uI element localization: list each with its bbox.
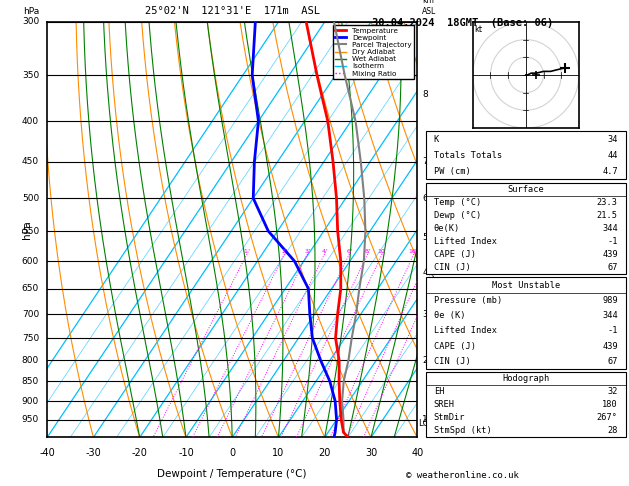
Text: CAPE (J): CAPE (J) xyxy=(434,250,476,259)
Text: Most Unstable: Most Unstable xyxy=(492,280,560,290)
Text: hPa: hPa xyxy=(23,7,39,16)
Text: CAPE (J): CAPE (J) xyxy=(434,342,476,351)
Text: EH: EH xyxy=(434,387,444,396)
Text: 4: 4 xyxy=(422,268,428,277)
Text: 44: 44 xyxy=(608,151,618,160)
Text: 450: 450 xyxy=(22,157,39,166)
Legend: Temperature, Dewpoint, Parcel Trajectory, Dry Adiabat, Wet Adiabat, Isotherm, Mi: Temperature, Dewpoint, Parcel Trajectory… xyxy=(333,25,414,79)
Text: StmDir: StmDir xyxy=(434,414,465,422)
Text: 344: 344 xyxy=(602,224,618,233)
Text: Temp (°C): Temp (°C) xyxy=(434,198,481,207)
Text: 5: 5 xyxy=(422,233,428,242)
Text: 6: 6 xyxy=(422,194,428,203)
Text: 550: 550 xyxy=(22,226,39,236)
FancyBboxPatch shape xyxy=(426,278,626,369)
Text: 6: 6 xyxy=(346,249,350,254)
Text: 40: 40 xyxy=(411,448,423,458)
Text: 8: 8 xyxy=(364,249,369,254)
Text: kt: kt xyxy=(474,25,482,35)
Text: 4: 4 xyxy=(321,249,325,254)
FancyBboxPatch shape xyxy=(426,372,626,437)
Text: 25°02'N  121°31'E  171m  ASL: 25°02'N 121°31'E 171m ASL xyxy=(145,6,320,16)
Text: 3: 3 xyxy=(304,249,308,254)
Text: 16: 16 xyxy=(409,249,416,254)
Text: 21.5: 21.5 xyxy=(597,211,618,220)
Text: 30.04.2024  18GMT  (Base: 06): 30.04.2024 18GMT (Base: 06) xyxy=(372,18,553,29)
Text: Lifted Index: Lifted Index xyxy=(434,237,497,246)
Text: Totals Totals: Totals Totals xyxy=(434,151,502,160)
Text: 950: 950 xyxy=(22,415,39,424)
Text: Dewpoint / Temperature (°C): Dewpoint / Temperature (°C) xyxy=(157,469,307,479)
Text: Pressure (mb): Pressure (mb) xyxy=(434,296,502,305)
Text: 350: 350 xyxy=(22,70,39,80)
Text: CIN (J): CIN (J) xyxy=(434,263,470,272)
Text: K: K xyxy=(434,135,439,144)
Text: SREH: SREH xyxy=(434,400,455,409)
Text: Surface: Surface xyxy=(508,185,544,193)
Text: km
ASL: km ASL xyxy=(422,0,437,16)
Text: 439: 439 xyxy=(602,250,618,259)
Text: 67: 67 xyxy=(608,263,618,272)
Text: StmSpd (kt): StmSpd (kt) xyxy=(434,426,491,435)
Text: 4.7: 4.7 xyxy=(602,167,618,176)
Text: 180: 180 xyxy=(602,400,618,409)
Text: 1: 1 xyxy=(422,415,428,424)
Text: -20: -20 xyxy=(131,448,148,458)
Text: θe(K): θe(K) xyxy=(434,224,460,233)
Text: -40: -40 xyxy=(39,448,55,458)
Text: 300: 300 xyxy=(22,17,39,26)
FancyBboxPatch shape xyxy=(426,131,626,179)
Text: 3: 3 xyxy=(422,310,428,319)
Text: CIN (J): CIN (J) xyxy=(434,357,470,366)
Text: hPa: hPa xyxy=(22,220,32,239)
Text: 439: 439 xyxy=(602,342,618,351)
FancyBboxPatch shape xyxy=(426,183,626,274)
Text: 800: 800 xyxy=(22,356,39,365)
Text: 850: 850 xyxy=(22,377,39,386)
Text: -30: -30 xyxy=(86,448,101,458)
Text: 1: 1 xyxy=(244,249,248,254)
Text: 267°: 267° xyxy=(597,414,618,422)
Text: 8: 8 xyxy=(422,90,428,99)
Text: 30: 30 xyxy=(365,448,377,458)
Text: Mixing Ratio (g/kg): Mixing Ratio (g/kg) xyxy=(428,235,437,308)
Text: 400: 400 xyxy=(22,117,39,126)
Text: 34: 34 xyxy=(608,135,618,144)
Text: Hodograph: Hodograph xyxy=(502,374,550,383)
Text: 700: 700 xyxy=(22,310,39,319)
Text: 2: 2 xyxy=(422,356,428,365)
Text: 989: 989 xyxy=(602,296,618,305)
Text: Dewp (°C): Dewp (°C) xyxy=(434,211,481,220)
Text: 750: 750 xyxy=(22,333,39,343)
Text: -1: -1 xyxy=(608,237,618,246)
Text: 67: 67 xyxy=(608,357,618,366)
Text: Lifted Index: Lifted Index xyxy=(434,327,497,335)
Text: -1: -1 xyxy=(608,327,618,335)
Text: θe (K): θe (K) xyxy=(434,311,465,320)
Text: LCL: LCL xyxy=(418,419,433,428)
Text: 10: 10 xyxy=(272,448,284,458)
Text: 650: 650 xyxy=(22,284,39,293)
Text: 500: 500 xyxy=(22,194,39,203)
Text: 23.3: 23.3 xyxy=(597,198,618,207)
Text: 10: 10 xyxy=(377,249,385,254)
Text: 7: 7 xyxy=(422,157,428,166)
Text: 2: 2 xyxy=(281,249,285,254)
Text: 20: 20 xyxy=(318,448,331,458)
Text: © weatheronline.co.uk: © weatheronline.co.uk xyxy=(406,471,519,480)
Text: 0: 0 xyxy=(229,448,235,458)
Text: 28: 28 xyxy=(608,426,618,435)
Text: 900: 900 xyxy=(22,397,39,405)
Text: -10: -10 xyxy=(178,448,194,458)
Text: 344: 344 xyxy=(602,311,618,320)
Text: PW (cm): PW (cm) xyxy=(434,167,470,176)
Text: 600: 600 xyxy=(22,257,39,265)
Text: 32: 32 xyxy=(608,387,618,396)
